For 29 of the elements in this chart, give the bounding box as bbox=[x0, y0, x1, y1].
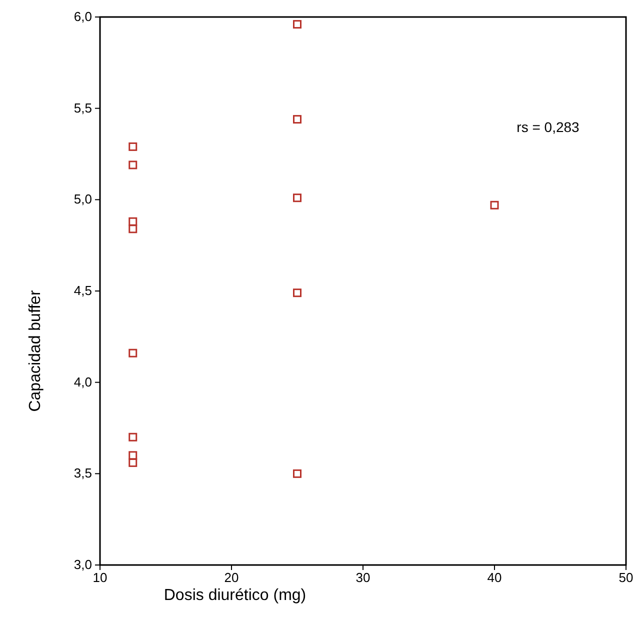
point bbox=[128, 224, 138, 234]
point bbox=[293, 288, 302, 298]
point bbox=[293, 115, 302, 124]
point bbox=[490, 200, 499, 210]
point bbox=[128, 217, 138, 226]
point bbox=[128, 458, 138, 467]
y-tick-label: 5,0 bbox=[74, 192, 92, 207]
x-tick-label: 30 bbox=[356, 570, 370, 585]
x-axis-title: Dosis diurético (mg) bbox=[164, 587, 306, 604]
y-tick-label: 6,0 bbox=[74, 9, 92, 24]
y-tick-label: 3,0 bbox=[74, 557, 92, 572]
y-tick-label: 4,5 bbox=[74, 283, 92, 298]
x-tick-label: 40 bbox=[487, 570, 502, 585]
annotation: rs = 0,283 bbox=[516, 119, 580, 135]
x-tick-label: 50 bbox=[618, 570, 634, 585]
point bbox=[128, 142, 138, 151]
point bbox=[293, 469, 302, 478]
point bbox=[128, 348, 138, 358]
y-tick-label: 4,0 bbox=[74, 374, 92, 390]
point bbox=[293, 194, 302, 202]
point bbox=[128, 160, 138, 170]
point bbox=[293, 20, 302, 29]
y-tick-label: 3,5 bbox=[74, 466, 92, 481]
point bbox=[128, 432, 138, 442]
x-tick-label: 10 bbox=[92, 570, 108, 585]
point bbox=[128, 451, 138, 460]
y-axis-title: Capacidad buffer bbox=[27, 290, 44, 412]
y-tick-label: 5,5 bbox=[74, 100, 92, 116]
x-tick-label: 20 bbox=[224, 570, 239, 585]
